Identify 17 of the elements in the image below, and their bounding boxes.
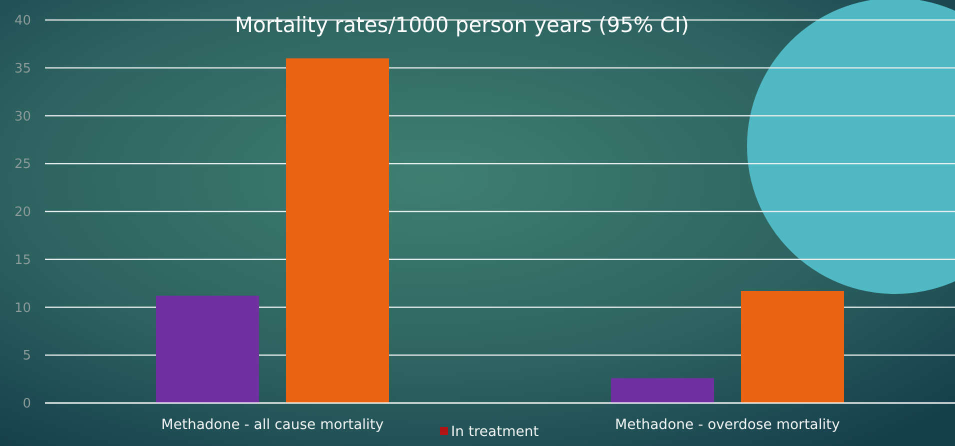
y-tick-label: 15 <box>14 252 31 268</box>
chart-title: Mortality rates/1000 person years (95% CI) <box>234 13 690 37</box>
y-tick-label: 10 <box>14 300 31 316</box>
y-tick-label: 0 <box>22 396 31 412</box>
x-tick-label: Methadone - overdose mortality <box>615 417 840 433</box>
y-tick-label: 30 <box>14 109 31 124</box>
y-tick-label: 25 <box>14 157 31 172</box>
bar <box>156 296 259 403</box>
y-tick-label: 5 <box>22 348 31 364</box>
y-tick-label: 35 <box>14 61 31 76</box>
bar <box>741 290 844 403</box>
y-tick-label: 40 <box>14 14 31 29</box>
bar <box>611 378 714 403</box>
bar <box>286 58 389 403</box>
x-tick-label: Methadone - all cause mortality <box>161 417 384 433</box>
y-tick-label: 20 <box>14 205 31 220</box>
legend-label: In treatment <box>451 424 540 440</box>
